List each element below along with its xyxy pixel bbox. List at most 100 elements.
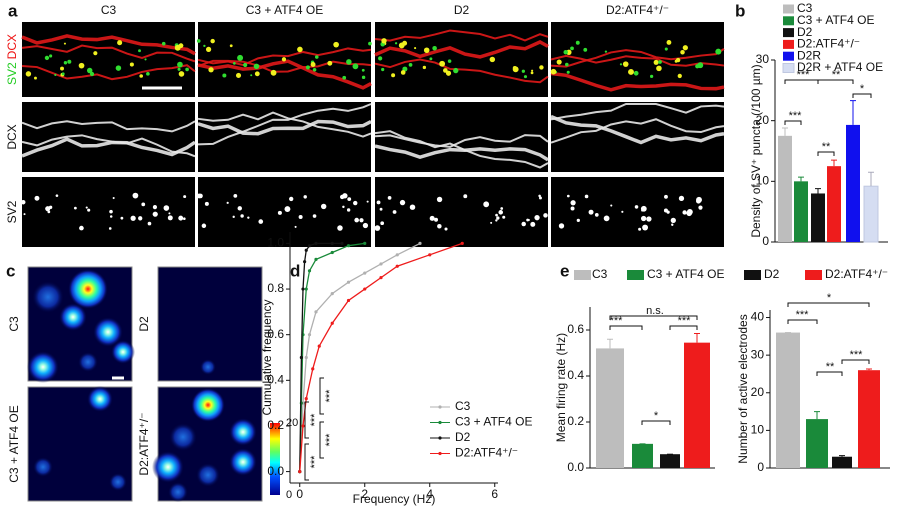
- puncta: [638, 227, 642, 231]
- significance-bracket: [784, 120, 802, 125]
- puncta: [534, 215, 540, 221]
- bar: [632, 443, 653, 468]
- micrograph: [198, 177, 371, 247]
- puncta: [394, 42, 398, 45]
- legend-label: C3: [592, 267, 608, 281]
- puncta: [67, 59, 72, 64]
- puncta: [289, 196, 294, 202]
- neurite: [197, 59, 372, 90]
- heatmap-spot: [191, 388, 225, 422]
- heatmap-spot: [229, 418, 257, 446]
- puncta: [115, 65, 122, 71]
- puncta: [342, 205, 345, 209]
- heatmap-spot: [27, 351, 59, 383]
- cdf-point: [303, 260, 307, 264]
- legend-label: C3 + ATF4 OE: [455, 415, 532, 429]
- puncta: [54, 73, 57, 76]
- significance: ***: [324, 389, 336, 403]
- puncta: [539, 65, 544, 70]
- legend-label: D2: [455, 430, 471, 444]
- error-bar: [694, 332, 700, 343]
- x-tick-label: 6: [491, 487, 498, 501]
- neurite: [197, 111, 372, 138]
- puncta: [495, 213, 498, 217]
- puncta: [640, 215, 647, 222]
- significance-bracket: [641, 420, 671, 425]
- y-axis-label: Mean firing rate (Hz): [554, 333, 568, 442]
- cdf-point: [330, 292, 334, 296]
- puncta: [152, 211, 158, 217]
- heatmap: [27, 386, 133, 502]
- puncta: [502, 215, 506, 219]
- heatmap-spot: [93, 317, 123, 347]
- puncta: [250, 74, 253, 77]
- puncta: [445, 70, 452, 76]
- neurite: [374, 40, 549, 59]
- heatmap: [27, 266, 135, 383]
- puncta: [63, 61, 68, 65]
- puncta: [400, 70, 406, 75]
- significance: n.s.: [646, 305, 664, 317]
- puncta: [374, 225, 381, 231]
- cdf-point: [346, 280, 351, 284]
- heatmap-spot: [169, 423, 197, 451]
- puncta: [185, 67, 189, 72]
- puncta: [436, 196, 443, 203]
- panel-label: b: [735, 1, 745, 20]
- significance-bracket: [304, 401, 309, 439]
- puncta: [381, 38, 387, 44]
- puncta: [270, 69, 277, 76]
- y-tick-label: 20: [751, 385, 765, 399]
- puncta: [205, 46, 212, 52]
- neurite: [21, 34, 196, 56]
- significance-bracket: [669, 325, 698, 330]
- y-tick-label: 10: [756, 174, 770, 188]
- puncta: [434, 217, 439, 222]
- y-tick-label: 30: [756, 52, 770, 66]
- puncta: [603, 215, 610, 222]
- cdf-point: [304, 355, 308, 360]
- puncta: [183, 217, 186, 220]
- cdf-line: [299, 242, 463, 472]
- column-title: C3 + ATF4 OE: [246, 3, 323, 17]
- y-tick-label: 40: [751, 310, 765, 324]
- puncta: [196, 39, 201, 43]
- heatmap-spot: [33, 457, 53, 477]
- puncta: [678, 195, 685, 201]
- significance-bracket: [304, 443, 309, 481]
- heatmap-spot: [32, 281, 64, 313]
- puncta: [558, 223, 565, 229]
- neurite: [550, 118, 725, 144]
- bar: [811, 193, 825, 242]
- column-title: D2:ATF4⁺/⁻: [606, 3, 669, 17]
- bar: [846, 124, 860, 242]
- significance-bracket: [609, 315, 698, 320]
- cdf-point: [330, 241, 334, 246]
- significance-bracket: [841, 359, 870, 364]
- puncta: [628, 69, 634, 75]
- puncta: [447, 59, 452, 63]
- puncta: [362, 222, 369, 229]
- legend-swatch: [783, 4, 794, 14]
- micrograph: [22, 102, 195, 172]
- y-tick-label: 30: [751, 347, 765, 361]
- puncta: [575, 40, 580, 45]
- puncta: [44, 55, 50, 61]
- puncta: [366, 200, 369, 203]
- row-label: SV2 DCX: [5, 34, 19, 85]
- puncta: [25, 71, 32, 77]
- y-tick-label: 0.0: [567, 460, 584, 474]
- puncta: [327, 60, 333, 66]
- neurite: [21, 64, 196, 81]
- puncta: [93, 51, 98, 56]
- puncta: [677, 73, 682, 79]
- puncta: [376, 200, 381, 205]
- puncta: [664, 47, 668, 51]
- puncta: [312, 67, 317, 72]
- root: a bc d eC3 C3 + ATF4 OE D2 D2:ATF4⁺/⁻SV2DCXDCX…: [5, 1, 890, 506]
- puncta: [391, 73, 396, 78]
- legend-swatch: [744, 270, 761, 280]
- puncta: [666, 210, 670, 214]
- puncta: [565, 62, 569, 67]
